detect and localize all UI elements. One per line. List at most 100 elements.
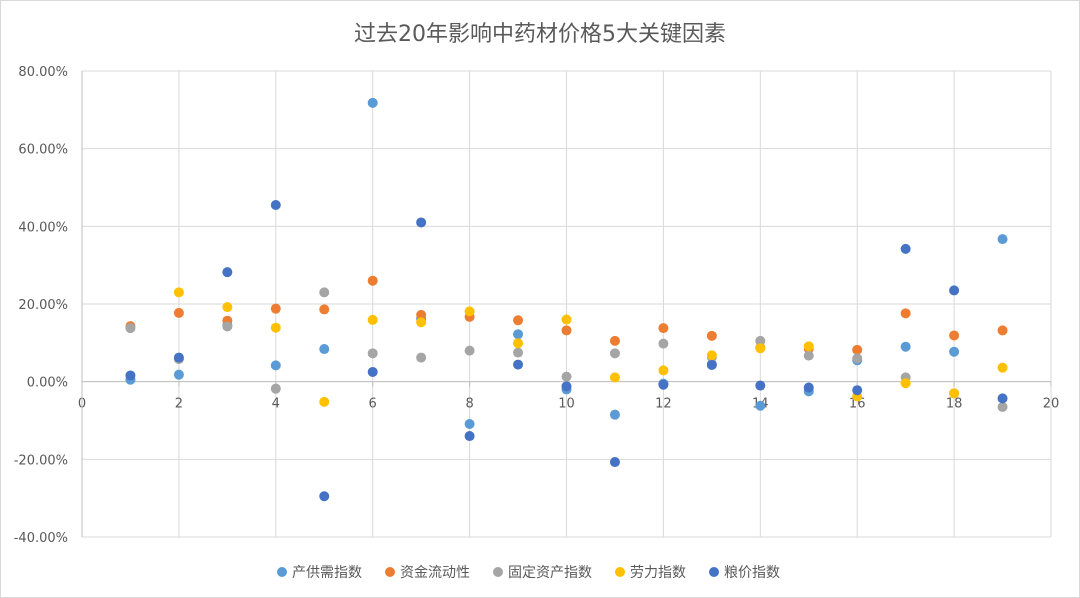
- data-point: [755, 335, 766, 346]
- x-tick-label: 10: [558, 397, 575, 412]
- data-point: [706, 330, 717, 341]
- data-point: [416, 352, 427, 363]
- legend-marker: [709, 567, 719, 577]
- data-point: [319, 396, 330, 407]
- data-point: [270, 383, 281, 394]
- legend-label: 劳力指数: [630, 565, 686, 581]
- data-point: [222, 321, 233, 332]
- data-point: [125, 323, 136, 334]
- data-point: [706, 359, 717, 370]
- legend-marker: [493, 567, 503, 577]
- data-point: [755, 343, 766, 354]
- x-tick-label: 4: [272, 397, 280, 412]
- data-point: [755, 380, 766, 391]
- data-point: [367, 366, 378, 377]
- data-point: [997, 401, 1008, 412]
- legend-label: 粮价指数: [724, 565, 780, 581]
- data-point: [900, 341, 911, 352]
- data-point: [997, 234, 1008, 245]
- data-point: [658, 323, 669, 334]
- data-point: [609, 335, 620, 346]
- legend-marker: [277, 567, 287, 577]
- data-point: [513, 338, 524, 349]
- chart-title: 过去20年影响中药材价格5大关键因素: [354, 22, 726, 47]
- data-points: [125, 97, 1008, 502]
- data-point: [464, 431, 475, 442]
- data-point: [561, 325, 572, 336]
- y-tick-label: 0.00%: [27, 376, 68, 391]
- data-point: [997, 362, 1008, 373]
- legend-marker: [615, 567, 625, 577]
- data-point: [900, 243, 911, 254]
- y-tick-label: 80.00%: [18, 65, 68, 80]
- x-tick-label: 6: [369, 397, 377, 412]
- data-point: [464, 345, 475, 356]
- y-tick-label: 60.00%: [18, 143, 68, 158]
- data-point: [949, 330, 960, 341]
- y-tick-label: 20.00%: [18, 298, 68, 313]
- data-point: [561, 371, 572, 382]
- data-point: [658, 379, 669, 390]
- axes: -40.00% -20.00% 0.00% 20.00% 40.00% 60.00% 80.…: [14, 65, 1060, 546]
- data-point: [949, 285, 960, 296]
- data-point: [900, 308, 911, 319]
- data-point: [270, 303, 281, 314]
- data-point: [319, 304, 330, 315]
- x-tick-label: 18: [946, 397, 963, 412]
- data-point: [319, 491, 330, 502]
- data-point: [609, 409, 620, 420]
- legend-label: 固定资产指数: [508, 565, 592, 581]
- y-tick-label: 40.00%: [18, 220, 68, 235]
- data-point: [173, 307, 184, 318]
- data-point: [222, 302, 233, 313]
- data-point: [561, 381, 572, 392]
- data-point: [367, 97, 378, 108]
- data-point: [609, 348, 620, 359]
- data-point: [222, 267, 233, 278]
- data-point: [803, 382, 814, 393]
- data-point: [416, 317, 427, 328]
- data-point: [852, 385, 863, 396]
- data-point: [609, 457, 620, 468]
- data-point: [367, 275, 378, 286]
- x-tick-label: 8: [465, 397, 473, 412]
- data-point: [949, 346, 960, 357]
- data-point: [173, 369, 184, 380]
- legend-label: 产供需指数: [292, 565, 362, 581]
- legend-label: 资金流动性: [400, 565, 470, 581]
- data-point: [706, 350, 717, 361]
- data-point: [416, 309, 427, 320]
- x-tick-label: 12: [655, 397, 672, 412]
- data-point: [803, 350, 814, 361]
- x-tick-label: 16: [849, 397, 866, 412]
- data-point: [997, 325, 1008, 336]
- y-tick-label: -20.00%: [14, 453, 68, 468]
- data-point: [270, 199, 281, 210]
- data-point: [367, 348, 378, 359]
- data-point: [755, 400, 766, 411]
- data-point: [658, 338, 669, 349]
- x-tick-label: 2: [175, 397, 183, 412]
- data-point: [513, 315, 524, 326]
- data-point: [416, 217, 427, 228]
- data-point: [513, 347, 524, 358]
- data-point: [513, 359, 524, 370]
- data-point: [319, 287, 330, 298]
- data-point: [367, 314, 378, 325]
- legend: 产供需指数 资金流动性 固定资产指数 劳力指数 粮价指数: [277, 565, 780, 581]
- x-tick-label: 20: [1043, 397, 1060, 412]
- data-point: [997, 393, 1008, 404]
- data-point: [464, 418, 475, 429]
- data-point: [173, 352, 184, 363]
- y-tick-label: -40.00%: [14, 531, 68, 546]
- data-point: [513, 329, 524, 340]
- data-point: [464, 306, 475, 317]
- data-point: [270, 360, 281, 371]
- data-point: [803, 341, 814, 352]
- data-point: [561, 314, 572, 325]
- data-point: [658, 365, 669, 376]
- data-point: [852, 344, 863, 355]
- data-point: [609, 372, 620, 383]
- data-point: [173, 287, 184, 298]
